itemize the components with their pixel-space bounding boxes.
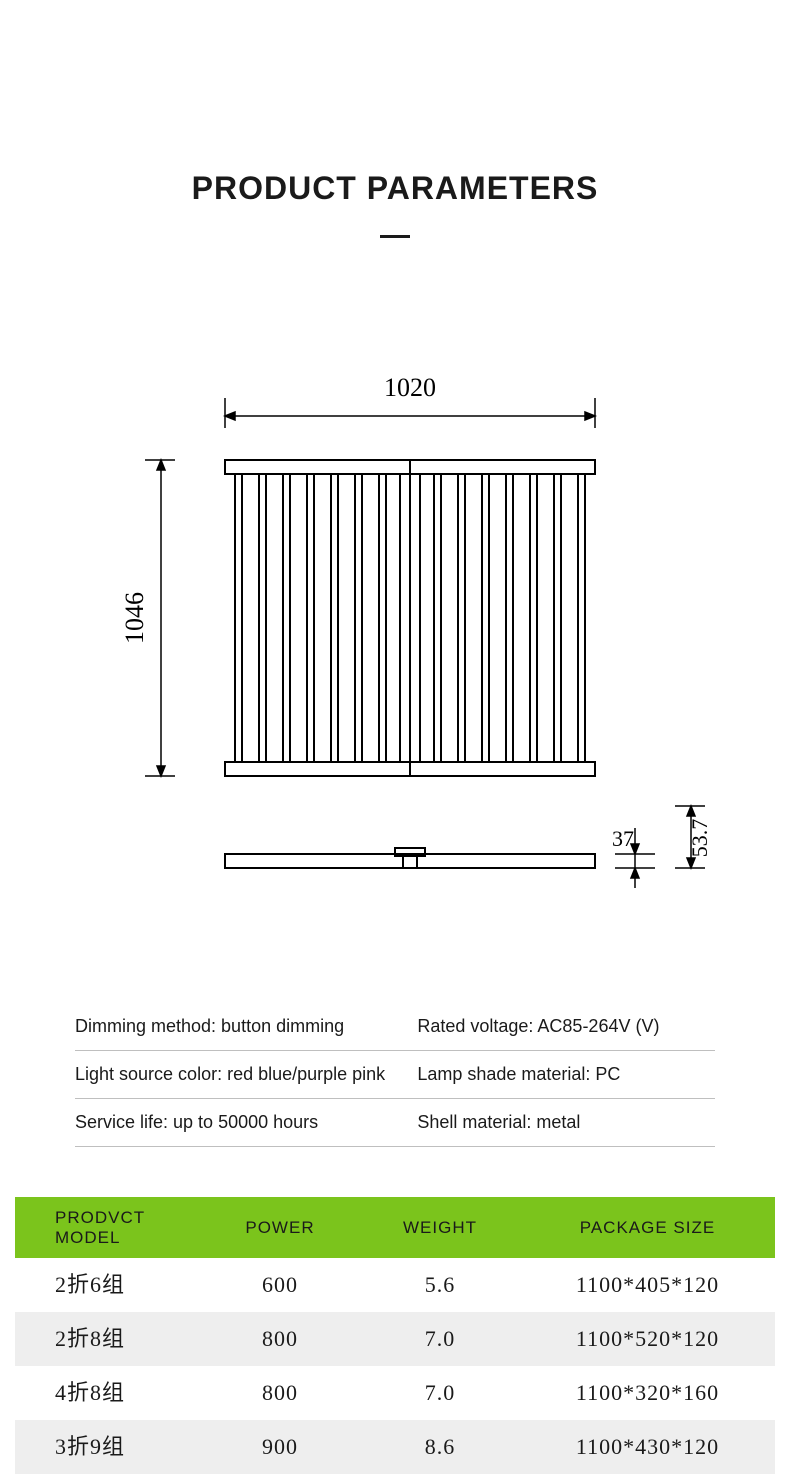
- cell-model: 2折8组: [15, 1326, 200, 1352]
- table-row: 4折8组 800 7.0 1100*320*160: [15, 1366, 775, 1420]
- spec-label: Service life: up to 50000 hours: [75, 1112, 417, 1133]
- spec-row: Dimming method: button dimming Rated vol…: [75, 1003, 715, 1051]
- dim-side-outer-label: 53.7: [687, 819, 712, 858]
- page-title: PRODUCT PARAMETERS: [0, 0, 790, 207]
- cell-weight: 7.0: [360, 1326, 520, 1352]
- dim-side-inner-label: 37: [612, 826, 634, 851]
- cell-power: 800: [200, 1326, 360, 1352]
- cell-power: 900: [200, 1434, 360, 1460]
- cell-model: 3折9组: [15, 1434, 200, 1460]
- cell-weight: 8.6: [360, 1434, 520, 1460]
- spec-label: Lamp shade material: PC: [417, 1064, 715, 1085]
- product-table: PRODVCTMODEL POWER WEIGHT PACKAGE SIZE 2…: [15, 1197, 775, 1474]
- cell-size: 1100*320*160: [520, 1380, 775, 1406]
- spec-row: Light source color: red blue/purple pink…: [75, 1051, 715, 1099]
- cell-weight: 7.0: [360, 1380, 520, 1406]
- cell-size: 1100*520*120: [520, 1326, 775, 1352]
- cell-power: 600: [200, 1272, 360, 1298]
- spec-label: Shell material: metal: [417, 1112, 715, 1133]
- table-row: 3折9组 900 8.6 1100*430*120: [15, 1420, 775, 1474]
- spec-row: Service life: up to 50000 hours Shell ma…: [75, 1099, 715, 1147]
- col-header-weight: WEIGHT: [360, 1218, 520, 1238]
- col-header-size: PACKAGE SIZE: [520, 1218, 775, 1238]
- col-header-power: POWER: [200, 1218, 360, 1238]
- table-row: 2折8组 800 7.0 1100*520*120: [15, 1312, 775, 1366]
- cell-size: 1100*405*120: [520, 1272, 775, 1298]
- cell-weight: 5.6: [360, 1272, 520, 1298]
- specs-list: Dimming method: button dimming Rated vol…: [75, 1003, 715, 1147]
- cell-model: 4折8组: [15, 1380, 200, 1406]
- title-underline: [380, 235, 410, 238]
- dimension-diagram: 1020 1046: [75, 368, 715, 913]
- spec-label: Rated voltage: AC85-264V (V): [417, 1016, 715, 1037]
- dim-height-label: 1046: [120, 592, 149, 644]
- table-row: 2折6组 600 5.6 1100*405*120: [15, 1258, 775, 1312]
- cell-power: 800: [200, 1380, 360, 1406]
- spec-label: Dimming method: button dimming: [75, 1016, 417, 1037]
- cell-model: 2折6组: [15, 1272, 200, 1298]
- cell-size: 1100*430*120: [520, 1434, 775, 1460]
- dim-width-label: 1020: [384, 373, 436, 402]
- col-header-model: PRODVCTMODEL: [15, 1208, 200, 1247]
- table-header: PRODVCTMODEL POWER WEIGHT PACKAGE SIZE: [15, 1197, 775, 1258]
- spec-label: Light source color: red blue/purple pink: [75, 1064, 417, 1085]
